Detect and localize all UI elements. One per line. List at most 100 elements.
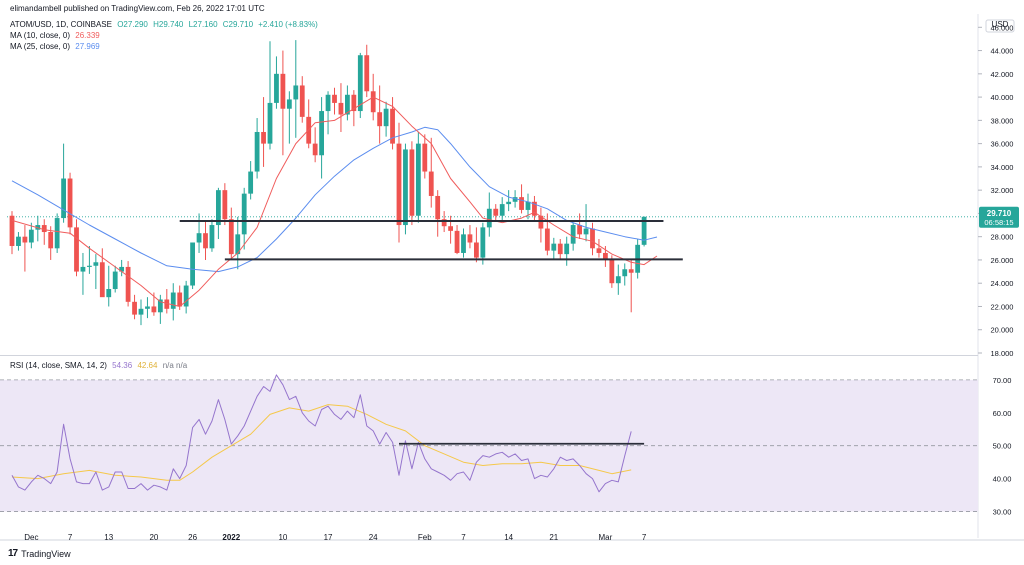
candle-up [61, 178, 66, 219]
candle-down [428, 171, 434, 196]
candle-up [209, 225, 215, 249]
rsi-pane [0, 374, 978, 512]
candle-up [241, 193, 247, 235]
time-tick-label: 7 [68, 533, 73, 542]
rsi-tick-label: 70.00 [993, 376, 1012, 385]
candle-up [403, 149, 408, 226]
candle-up [461, 234, 466, 253]
time-tick-label: 13 [104, 533, 113, 542]
candle-down [557, 243, 563, 255]
symbol-legend: ATOM/USD, 1D, COINBASE O27.290 H29.740 L… [10, 20, 321, 29]
candle-up [325, 94, 331, 112]
ma10-value: 26.339 [75, 31, 100, 40]
rsi-tick-label: 40.00 [993, 475, 1012, 484]
candle-down [222, 190, 228, 220]
candle-up [106, 289, 112, 298]
candle-up [235, 234, 241, 255]
candle-up [87, 265, 92, 267]
price-tick-label: 18.000 [991, 349, 1014, 358]
candle-down [544, 228, 550, 251]
price-tick-label: 34.000 [991, 163, 1014, 172]
candle-down [299, 85, 305, 117]
candle-up [615, 276, 621, 284]
price-tick-label: 38.000 [991, 116, 1014, 125]
candle-up [486, 208, 492, 228]
price-tick-label: 36.000 [991, 140, 1014, 149]
time-tick-label: 2022 [222, 533, 240, 542]
candle-up [119, 266, 125, 272]
candle-up [170, 292, 176, 309]
candle-down [409, 149, 415, 216]
candle-down [261, 131, 266, 144]
time-tick-label: 14 [504, 533, 513, 542]
rsi-ma-line [11, 404, 632, 481]
rsi-tick-label: 60.00 [993, 409, 1012, 418]
moving-averages [11, 96, 658, 307]
candle-down [603, 252, 608, 260]
time-tick-label: 24 [369, 533, 378, 542]
candle-down [474, 242, 479, 258]
ohlc-low: L27.160 [188, 20, 218, 29]
candle-down [338, 102, 344, 115]
candle-up [54, 218, 60, 249]
candle-up [499, 204, 505, 216]
time-tick-label: 7 [642, 533, 647, 542]
candle-up [525, 201, 531, 210]
candle-down [48, 232, 54, 249]
candle-up [196, 233, 202, 243]
candle-down [422, 143, 428, 172]
ma10-legend[interactable]: MA (10, close, 0) 26.339 [10, 31, 103, 40]
candle-down [99, 262, 105, 298]
price-tick-label: 26.000 [991, 256, 1014, 265]
time-tick-label: 20 [149, 533, 158, 542]
price-tick-label: 22.000 [991, 302, 1014, 311]
candle-up [551, 243, 557, 251]
time-tick-label: 17 [324, 533, 333, 542]
time-tick-label: Feb [418, 533, 432, 542]
rsi-legend[interactable]: RSI (14, close, SMA, 14, 2) 54.36 42.64 … [10, 361, 190, 370]
candle-up [248, 171, 254, 194]
candle-up [293, 85, 299, 100]
candle-down [609, 259, 615, 284]
price-tick-label: 42.000 [991, 70, 1014, 79]
candle-up [357, 55, 363, 112]
candle-up [570, 225, 576, 244]
rsi-na: n/a n/a [162, 361, 188, 370]
ma25-legend[interactable]: MA (25, close, 0) 27.969 [10, 42, 103, 51]
candle-up [512, 197, 518, 202]
ma10-label: MA (10, close, 0) [10, 31, 71, 40]
time-tick-label: 21 [549, 533, 558, 542]
candle-up [506, 201, 512, 205]
countdown-label: 06:58:15 [984, 218, 1013, 227]
candle-down [9, 215, 15, 246]
candle-down [151, 306, 157, 313]
rsi-band [0, 379, 978, 512]
price-tick-label: 28.000 [991, 233, 1014, 242]
candle-up [157, 299, 163, 313]
rsi-tick-label: 50.00 [993, 442, 1012, 451]
candle-down [22, 236, 28, 243]
candle-up [28, 229, 34, 243]
price-tick-label: 24.000 [991, 279, 1014, 288]
ohlc-open: O27.290 [117, 20, 148, 29]
candle-down [164, 299, 170, 309]
candle-up [112, 271, 118, 290]
candle-down [67, 178, 73, 228]
rsi-value: 54.36 [112, 361, 133, 370]
candle-up [319, 111, 324, 156]
tradingview-logo-text: TradingView [21, 548, 71, 559]
ohlc-high: H29.740 [153, 20, 184, 29]
candle-down [41, 225, 47, 233]
candle-down [532, 201, 537, 216]
candle-up [274, 73, 279, 103]
time-tick-label: Mar [599, 533, 613, 542]
rsi-ma-value: 42.64 [137, 361, 158, 370]
candle-up [641, 216, 647, 245]
tradingview-logo[interactable]: 17 TradingView [8, 548, 71, 559]
candle-down [312, 143, 318, 156]
price-tick-label: 46.000 [991, 23, 1014, 32]
last-price-badge [979, 206, 1019, 228]
ma25-value: 27.969 [75, 42, 100, 51]
candle-up [16, 236, 21, 246]
